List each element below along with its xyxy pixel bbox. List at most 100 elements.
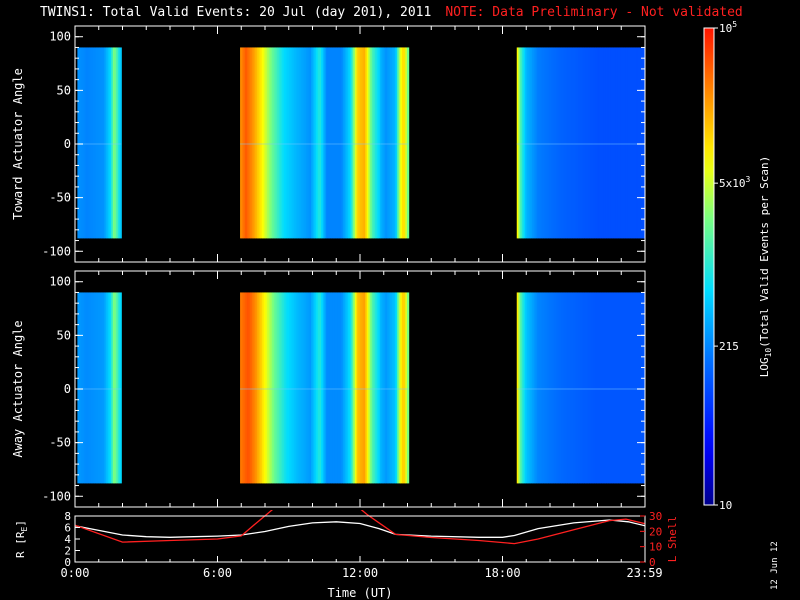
heatmap-cell bbox=[268, 292, 271, 484]
heatmap-cell bbox=[82, 292, 85, 484]
zero-angle-band bbox=[516, 388, 645, 390]
heatmap-cell bbox=[346, 292, 349, 484]
heatmap-cell bbox=[285, 292, 288, 484]
heatmap-cell bbox=[322, 47, 325, 239]
heatmap-cell bbox=[583, 292, 586, 484]
heatmap-cell bbox=[366, 292, 369, 484]
heatmap-cell bbox=[332, 292, 336, 484]
heatmap-cell bbox=[583, 47, 586, 239]
heatmap-cell bbox=[317, 47, 320, 239]
heatmap-cell bbox=[353, 292, 356, 484]
heatmap-cell bbox=[608, 292, 612, 484]
zero-angle-band bbox=[380, 388, 409, 390]
heatmap-cell bbox=[287, 47, 290, 239]
heatmap-cell bbox=[112, 47, 116, 239]
heatmap-cell bbox=[263, 47, 266, 239]
heatmap-cell bbox=[405, 47, 408, 239]
heatmap-cell bbox=[578, 292, 581, 484]
heatmap-cell bbox=[364, 47, 368, 239]
heatmap-cell bbox=[395, 47, 398, 239]
heatmap-cell bbox=[294, 47, 297, 239]
heatmap-cell bbox=[562, 47, 566, 239]
heatmap-cell bbox=[107, 47, 110, 239]
heatmap-cell bbox=[533, 47, 537, 239]
heatmap-cell bbox=[605, 47, 608, 239]
heatmap-cell bbox=[245, 47, 248, 239]
heatmap-cell bbox=[574, 292, 577, 484]
colorbar-tick-exponent: 3 bbox=[746, 175, 751, 184]
heatmap-cell bbox=[353, 47, 356, 239]
heatmap-cell bbox=[637, 292, 641, 484]
heatmap-cell bbox=[641, 47, 644, 239]
heatmap-cell bbox=[358, 47, 361, 239]
heatmap-cell bbox=[275, 47, 278, 239]
heatmap-cell bbox=[316, 47, 319, 239]
heatmap-cell bbox=[614, 47, 617, 239]
heatmap-cell bbox=[349, 47, 352, 239]
heatmap-cell bbox=[94, 47, 97, 239]
heatmap-cell bbox=[371, 292, 374, 484]
heatmap-cell bbox=[297, 47, 300, 239]
heatmap-cell bbox=[307, 47, 310, 239]
heatmap-cell bbox=[334, 47, 337, 239]
heatmap-cell bbox=[388, 47, 391, 239]
heatmap-cell bbox=[579, 292, 583, 484]
heatmap-cell bbox=[277, 292, 280, 484]
heatmap-cell bbox=[106, 292, 109, 484]
zero-angle-band bbox=[240, 388, 381, 390]
x-tick-label: 0:00 bbox=[61, 566, 90, 580]
heatmap-cell bbox=[326, 292, 329, 484]
heatmap-segment bbox=[516, 292, 646, 484]
y-tick-label: -100 bbox=[42, 244, 71, 258]
chart-title: TWINS1: Total Valid Events: 20 Jul (day … bbox=[40, 5, 743, 20]
heatmap-cell bbox=[556, 47, 559, 239]
heatmap-cell bbox=[251, 47, 255, 239]
y-tick-label: 8 bbox=[64, 510, 71, 523]
heatmap-cell bbox=[366, 47, 369, 239]
heatmap-cell bbox=[598, 292, 601, 484]
heatmap-cell bbox=[363, 292, 366, 484]
heatmap-cell bbox=[97, 47, 100, 239]
heatmap-cell bbox=[240, 47, 243, 239]
heatmap-cell bbox=[280, 292, 283, 484]
heatmap-cell bbox=[295, 47, 298, 239]
heatmap-cell bbox=[516, 47, 519, 239]
heatmap-cell bbox=[334, 292, 337, 484]
heatmap-cell bbox=[547, 292, 550, 484]
heatmap-cell bbox=[373, 292, 376, 484]
heatmap-cell bbox=[322, 292, 325, 484]
heatmap-cell bbox=[393, 292, 396, 484]
heatmap-cell bbox=[523, 292, 526, 484]
heatmap-cell bbox=[321, 292, 324, 484]
heatmap-cell bbox=[272, 47, 275, 239]
heatmap-cell bbox=[627, 47, 630, 239]
heatmap-cell bbox=[537, 292, 540, 484]
y-tick-label: 0 bbox=[64, 556, 71, 569]
heatmap-cell bbox=[359, 47, 363, 239]
heatmap-cell bbox=[528, 292, 531, 484]
zero-angle-band bbox=[380, 143, 409, 145]
heatmap-cell bbox=[289, 47, 292, 239]
heatmap-cell bbox=[305, 47, 309, 239]
heatmap-cell bbox=[351, 292, 354, 484]
heatmap-cell bbox=[637, 47, 641, 239]
heatmap-cell bbox=[632, 292, 636, 484]
heatmap-cell bbox=[84, 47, 87, 239]
heatmap-cell bbox=[348, 292, 351, 484]
heatmap-cell bbox=[102, 292, 105, 484]
heatmap-cell bbox=[326, 47, 329, 239]
heatmap-cell bbox=[590, 292, 593, 484]
heatmap-cell bbox=[79, 292, 82, 484]
heatmap-cell bbox=[292, 47, 295, 239]
heatmap-cell bbox=[581, 47, 584, 239]
heatmap-cell bbox=[610, 47, 613, 239]
x-tick-label: 12:00 bbox=[342, 566, 378, 580]
heatmap-cell bbox=[309, 292, 312, 484]
heatmap-cell bbox=[390, 292, 393, 484]
y-tick-label: 4 bbox=[64, 533, 71, 546]
heatmap-cell bbox=[391, 47, 395, 239]
heatmap-cell bbox=[554, 292, 557, 484]
heatmap-cell bbox=[564, 47, 567, 239]
heatmap-cell bbox=[370, 292, 373, 484]
radius-line bbox=[75, 519, 645, 538]
